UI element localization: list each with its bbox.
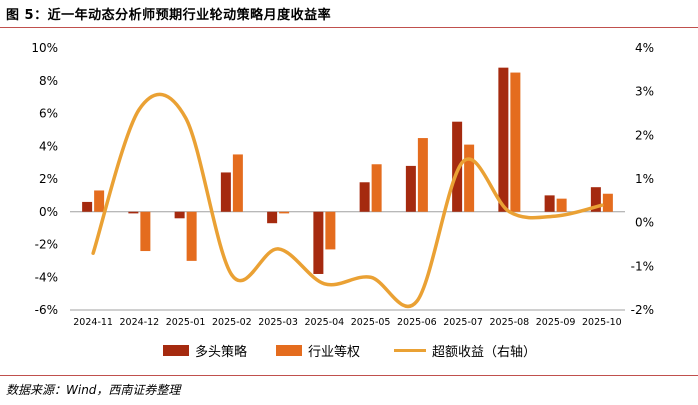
- bar-strategy: [313, 211, 324, 274]
- bar-benchmark: [232, 154, 243, 212]
- bar-benchmark: [94, 190, 105, 212]
- bar-benchmark: [371, 164, 382, 212]
- left-tick-label: 8%: [39, 74, 58, 88]
- x-tick-label: 2024-12: [120, 317, 160, 328]
- bar-benchmark: [510, 72, 521, 212]
- legend: 多头策略 行业等权 超额收益（右轴）: [0, 338, 698, 362]
- x-axis: 2024-11 2024-12 2025-01 2025-02 2025-03 2025-…: [73, 317, 621, 328]
- bar-strategy: [82, 201, 93, 212]
- figure-title: 图 5：近一年动态分析师预期行业轮动策略月度收益率: [6, 8, 332, 23]
- bar-strategy: [544, 195, 555, 212]
- bar-strategy: [359, 182, 370, 212]
- chart: 10%8%6%4%2%0%-2%-4%-6% 4%3%2%1%0%-1%-2% …: [31, 41, 654, 328]
- x-tick-label: 2025-02: [212, 317, 252, 328]
- bar-strategy: [405, 165, 416, 212]
- bar-strategy: [590, 187, 601, 212]
- bar-benchmark: [279, 211, 290, 214]
- legend-label-benchmark: 行业等权: [308, 344, 361, 360]
- bar-benchmark: [556, 198, 567, 212]
- bar-benchmark: [464, 144, 475, 212]
- legend-swatch-strategy: [163, 344, 189, 356]
- source-note: 数据来源：Wind，西南证券整理: [6, 383, 181, 397]
- x-tick-label: 2025-06: [397, 317, 437, 328]
- excess-return-line: [91, 92, 604, 309]
- bar-benchmark: [325, 211, 336, 250]
- x-tick-label: 2025-01: [166, 317, 206, 328]
- bar-strategy: [267, 211, 278, 224]
- right-tick-label: -2%: [631, 303, 654, 317]
- bar-benchmark: [186, 211, 197, 261]
- bar-strategy: [220, 172, 231, 212]
- left-tick-label: 10%: [31, 41, 58, 55]
- x-tick-label: 2025-08: [490, 317, 530, 328]
- x-tick-label: 2025-03: [258, 317, 298, 328]
- right-tick-label: -1%: [631, 259, 654, 273]
- bar-strategy: [174, 211, 185, 219]
- right-tick-label: 3%: [635, 85, 654, 99]
- bar-strategy: [498, 67, 509, 212]
- left-tick-label: 6%: [39, 107, 58, 121]
- x-tick-label: 2025-07: [443, 317, 483, 328]
- legend-swatch-excess: [394, 348, 426, 352]
- legend-item-strategy: 多头策略: [163, 338, 247, 362]
- bottom-rule: [0, 375, 698, 376]
- legend-swatch-benchmark: [276, 344, 302, 356]
- right-axis: 4% 3% 2% 1% 0% -1% -2%: [631, 41, 654, 317]
- x-tick-label: 2025-10: [582, 317, 622, 328]
- left-tick-label: 2%: [39, 172, 58, 186]
- x-tick-label: 2025-09: [536, 317, 576, 328]
- right-tick-label: 1%: [635, 172, 654, 186]
- legend-item-excess: 超额收益（右轴）: [394, 338, 536, 362]
- bar-benchmark: [417, 138, 428, 212]
- legend-label-excess: 超额收益（右轴）: [432, 344, 537, 360]
- right-tick-label: 2%: [635, 128, 654, 142]
- left-tick-label: 0%: [39, 205, 58, 219]
- left-tick-label: -2%: [35, 238, 58, 252]
- bar-strategy: [452, 121, 463, 212]
- left-tick-label: 4%: [39, 139, 58, 153]
- bars: [82, 67, 613, 274]
- left-tick-label: -4%: [35, 270, 58, 284]
- left-tick-label: -6%: [35, 303, 58, 317]
- bar-benchmark: [140, 211, 151, 252]
- bar-benchmark: [602, 193, 613, 212]
- title-rule: [0, 27, 698, 28]
- legend-label-strategy: 多头策略: [195, 344, 248, 360]
- right-tick-label: 0%: [635, 216, 654, 230]
- legend-item-benchmark: 行业等权: [276, 338, 360, 362]
- x-tick-label: 2025-04: [305, 317, 345, 328]
- right-tick-label: 4%: [635, 41, 654, 55]
- x-tick-label: 2024-11: [73, 317, 113, 328]
- bar-strategy: [128, 211, 139, 214]
- x-tick-label: 2025-05: [351, 317, 391, 328]
- left-axis: 10% 8% 6% 4% 2% 0% -2% -4% -6%: [31, 41, 58, 317]
